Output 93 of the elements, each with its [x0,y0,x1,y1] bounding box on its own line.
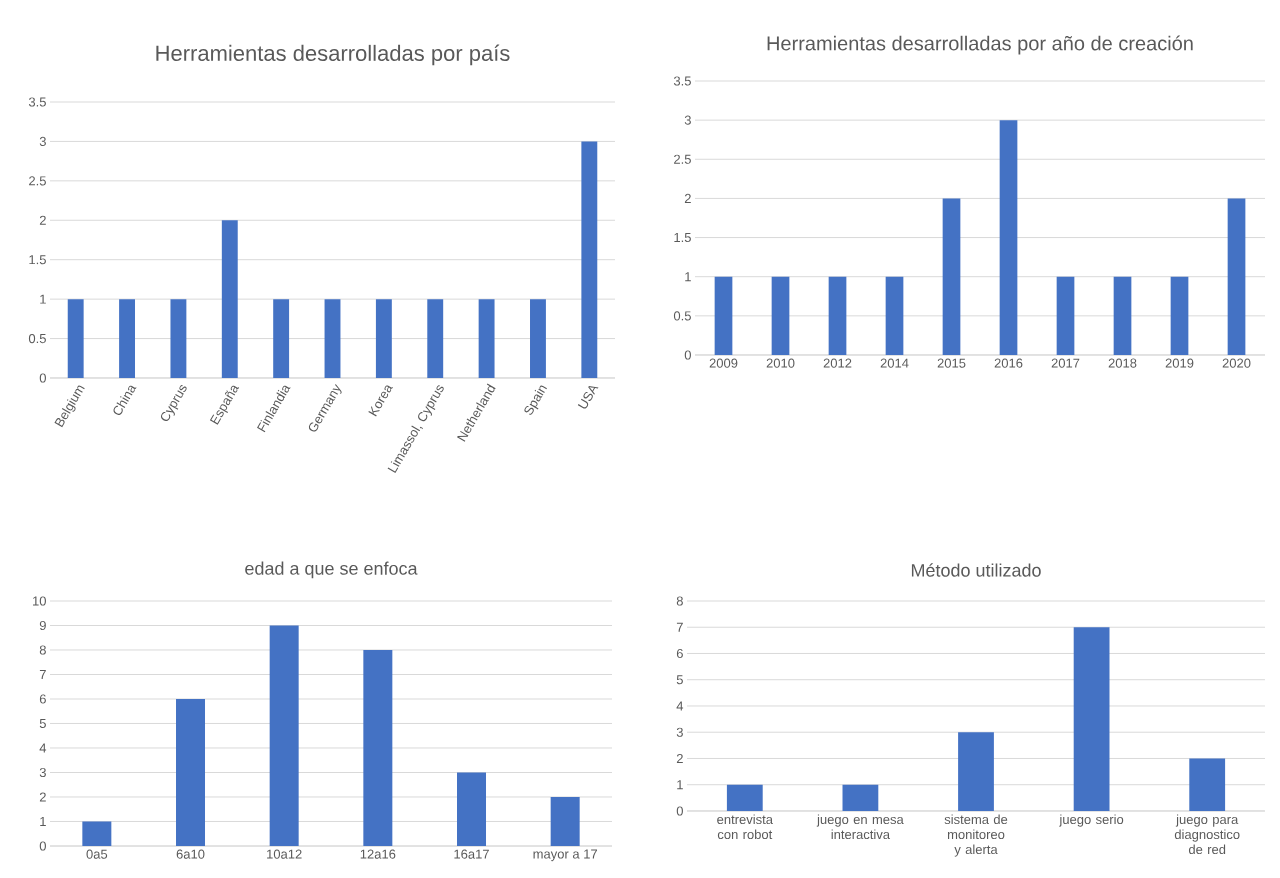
x-tick-label: 2017 [1051,358,1080,368]
y-tick-label: 2 [684,193,691,203]
x-tick-label: sistema de monitoreo y alerta [944,814,1008,857]
y-tick-label: 1.5 [29,255,46,265]
x-tick-label: 2019 [1165,358,1194,368]
bar [1073,627,1110,811]
x-tick-label: 2012 [823,358,852,368]
x-tick-label: mayor a 17 [533,849,598,862]
y-tick-label: 9 [39,620,46,631]
x-tick-label: 2020 [1222,358,1251,368]
y-tick-label: 0.5 [28,333,46,344]
chart-title: Herramientas desarrolladas por país [156,44,510,66]
x-tick-label: 2016 [994,358,1023,368]
bar [550,796,580,846]
x-tick-label: 6a10 [176,849,205,859]
x-tick-label: juego para diagnostico de red [1174,814,1240,855]
y-tick-label: 1 [40,294,46,304]
y-tick-label: 3.5 [28,97,46,107]
x-tick-label: juego en mesa interactiva [816,814,904,840]
bar [581,141,598,378]
y-tick-label: 3 [39,136,46,147]
y-tick-label: 5 [676,675,683,685]
bar [1189,758,1226,811]
bar [176,698,206,846]
x-tick-label: 12a16 [360,849,396,859]
y-tick-label: 1 [40,817,46,826]
y-tick-label: 6 [39,694,46,704]
y-tick-label: 3 [676,727,683,737]
bar [427,299,444,378]
bar [1056,276,1075,355]
y-tick-label: 2 [676,753,683,764]
y-tick-label: 1 [685,272,691,282]
y-tick-label: 5 [39,718,46,729]
y-tick-label: 1 [677,780,683,790]
bar [273,299,290,378]
y-tick-label: 2 [39,792,46,802]
bar [942,198,961,355]
bar [530,299,546,378]
chart-title: Método utilizado [911,563,1041,577]
y-tick-label: 0 [684,350,691,360]
x-tick-label: entrevista con robot [717,814,773,840]
chart-title: Herramientas desarrolladas por año de creación [767,35,1193,55]
bar [999,120,1018,355]
x-tick-label: 2010 [766,358,795,368]
x-tick-label: 2014 [880,358,909,368]
bar [119,299,135,378]
bar [170,299,187,378]
x-tick-label: 0a5 [86,849,108,859]
bar [457,772,486,846]
bar [1227,198,1246,355]
y-tick-label: 0.5 [673,311,691,321]
y-tick-label: 2 [39,215,46,225]
y-tick-label: 4 [39,743,47,753]
y-tick-label: 4 [676,701,684,711]
y-tick-label: 0 [676,806,683,816]
bar [958,732,994,811]
x-tick-label: 2009 [709,358,738,368]
y-tick-label: 7 [676,622,683,632]
bar [828,276,847,355]
x-tick-label: 10a12 [267,849,302,859]
bar [478,299,495,378]
bar [1170,276,1189,355]
y-tick-label: 1.5 [674,233,691,243]
bar [324,299,341,378]
bar [1113,276,1132,355]
y-tick-label: 0 [39,373,46,383]
bar [375,299,392,378]
y-tick-label: 6 [676,648,683,659]
bar [771,276,790,355]
bar [82,821,112,846]
y-tick-label: 3 [39,767,46,778]
y-tick-label: 0 [39,841,46,851]
chart-title: edad a que se enfoca [245,561,418,579]
x-tick-label: juego serio [1059,814,1124,827]
y-tick-label: 2.5 [674,154,691,164]
bar [726,784,763,811]
y-tick-label: 8 [39,645,46,655]
bar [363,649,393,846]
y-tick-label: 10 [33,596,46,606]
y-tick-label: 3.5 [673,76,691,86]
y-tick-label: 8 [676,596,683,606]
y-tick-label: 3 [684,115,691,125]
bar [885,276,904,355]
bar [67,299,84,378]
bar [269,625,299,846]
y-tick-label: 7 [39,670,46,679]
x-tick-label: 16a17 [454,849,489,859]
x-tick-label: 2018 [1108,358,1137,368]
bar [221,220,238,378]
bar [714,276,733,355]
y-tick-label: 2.5 [29,176,46,186]
bar [842,784,879,811]
x-tick-label: 2015 [937,358,966,368]
